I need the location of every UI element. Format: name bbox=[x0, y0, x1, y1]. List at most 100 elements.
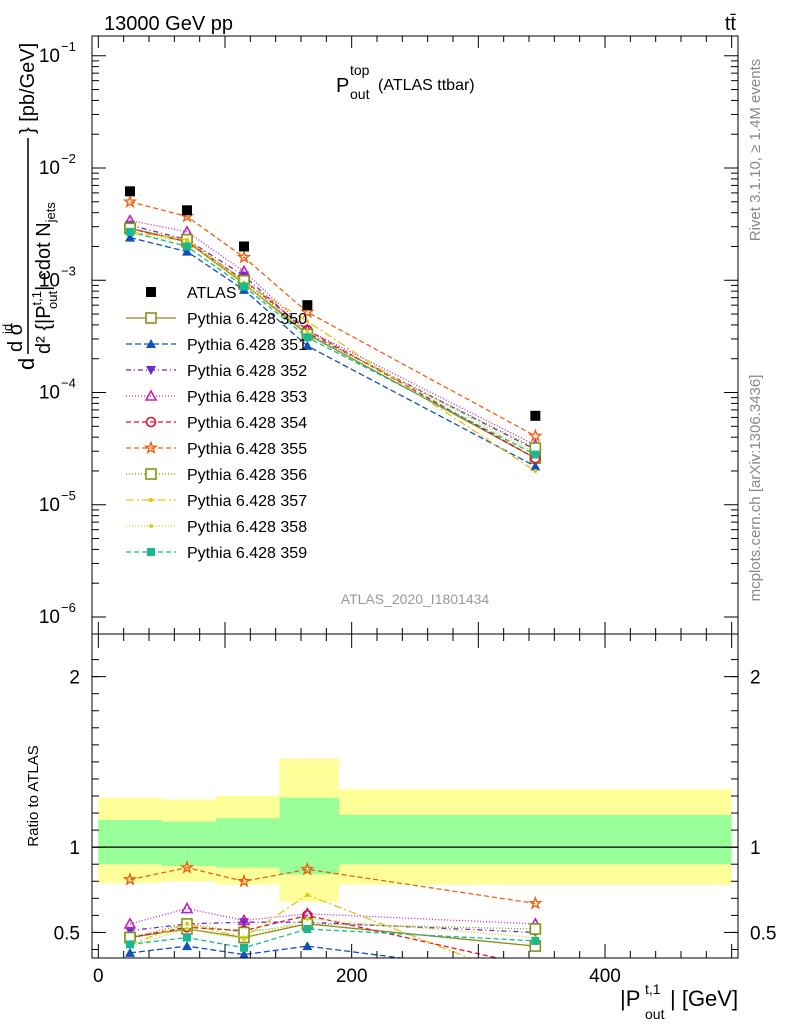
series-point bbox=[303, 333, 312, 342]
main-plot-content bbox=[122, 186, 543, 473]
legend-label-atlas: ATLAS bbox=[187, 285, 237, 302]
ratio-point bbox=[531, 936, 540, 945]
ratio-series-line bbox=[129, 907, 536, 925]
ratio-point bbox=[185, 927, 189, 932]
ratio-point bbox=[183, 933, 191, 942]
rivet-version-label: Rivet 3.1.10, ≥ 1.4M events bbox=[747, 59, 764, 242]
main-y-tick-label: 10 bbox=[39, 383, 60, 404]
ratio-point bbox=[237, 913, 251, 926]
ratio-point bbox=[302, 941, 313, 951]
legend-marker bbox=[146, 339, 156, 348]
legend-label: Pythia 6.428 358 bbox=[187, 519, 307, 536]
ratio-y-tick-label: 0.5 bbox=[54, 923, 80, 944]
series-point bbox=[236, 249, 252, 264]
header-process-label: tt̄ bbox=[725, 13, 737, 35]
plot-title-subscript: out bbox=[350, 86, 370, 102]
legend-marker bbox=[145, 312, 157, 324]
ratio-point bbox=[179, 859, 195, 874]
uncertainty-band-inner bbox=[279, 797, 339, 875]
ratio-point bbox=[240, 943, 248, 952]
legend-marker bbox=[145, 416, 157, 428]
ratio-series-line bbox=[129, 866, 536, 905]
data-point bbox=[239, 241, 249, 252]
ratio-series-line bbox=[129, 945, 407, 958]
main-y-tick-label: 10 bbox=[39, 495, 60, 516]
data-point bbox=[302, 300, 313, 311]
ratio-y-axis-label: Ratio to ATLAS bbox=[25, 745, 42, 846]
main-y-tick-label: 10 bbox=[39, 270, 60, 291]
series-point bbox=[122, 194, 138, 208]
main-y-tick-exponent: −2 bbox=[61, 151, 76, 166]
legend-label: Pythia 6.428 357 bbox=[187, 493, 307, 510]
data-point bbox=[530, 410, 541, 421]
series-point bbox=[125, 232, 135, 242]
legend-label: Pythia 6.428 350 bbox=[187, 311, 307, 328]
main-y-tick-exponent: −6 bbox=[61, 600, 76, 615]
legend-label: Pythia 6.428 355 bbox=[187, 441, 307, 458]
legend-marker bbox=[147, 548, 155, 556]
plot-title: P bbox=[336, 75, 349, 97]
main-y-tick-label: 10 bbox=[39, 158, 60, 179]
ratio-y-tick-label: 1 bbox=[69, 838, 80, 859]
ratio-point bbox=[236, 873, 252, 888]
uncertainty-band-inner bbox=[339, 814, 732, 865]
plot-title-superscript: top bbox=[350, 62, 370, 78]
main-y-axis-label: d d σ id d² {|Pt,1out| cdot Njets } [pb/… bbox=[0, 43, 60, 370]
series-point bbox=[300, 304, 315, 319]
ratio-point bbox=[239, 949, 249, 958]
ratio-y-tick-label-right: 2 bbox=[750, 668, 761, 689]
ratio-point bbox=[533, 982, 537, 986]
ratio-axes: 0.5 0.5 1 1 2 2 0 200 400 bbox=[54, 634, 776, 987]
x-tick-label: 400 bbox=[589, 966, 621, 987]
series-point bbox=[533, 468, 538, 473]
ratio-plot-panel: 0.5 0.51 12 20 200 400 Ratio to ATLAS |P t,1 … bbox=[25, 633, 776, 1022]
y-label-numerator-sup: id bbox=[0, 324, 15, 334]
ratio-point bbox=[180, 901, 194, 914]
main-y-tick-exponent: −5 bbox=[61, 488, 76, 503]
legend-marker bbox=[149, 498, 153, 502]
x-axis-label-subscript: out bbox=[645, 1006, 665, 1022]
ratio-point bbox=[300, 861, 315, 876]
ratio-point bbox=[185, 921, 189, 926]
ratio-point bbox=[125, 926, 135, 936]
data-point bbox=[182, 205, 192, 216]
x-axis-label-suffix: | [GeV] bbox=[670, 986, 738, 1011]
ratio-point bbox=[305, 916, 310, 921]
uncertainty-band-inner bbox=[161, 821, 217, 866]
ratio-series-group bbox=[122, 859, 543, 986]
plot-title-main: P bbox=[336, 75, 349, 97]
ratio-point bbox=[125, 947, 135, 957]
series-point bbox=[305, 329, 310, 334]
legend-label: Pythia 6.428 351 bbox=[187, 337, 307, 354]
series-point bbox=[302, 340, 313, 350]
analysis-watermark: ATLAS_2020_I1801434 bbox=[341, 591, 490, 607]
legend-label: Pythia 6.428 356 bbox=[187, 467, 307, 484]
legend-label: Pythia 6.428 353 bbox=[187, 389, 307, 406]
ratio-point bbox=[242, 937, 246, 942]
x-tick-label: 0 bbox=[93, 966, 104, 987]
main-y-tick-label: 10 bbox=[39, 46, 60, 67]
main-y-tick-exponent: −4 bbox=[61, 376, 76, 391]
legend-label: Pythia 6.428 352 bbox=[187, 363, 307, 380]
series-point bbox=[305, 319, 310, 324]
legend-marker bbox=[144, 389, 158, 401]
ratio-point bbox=[531, 962, 540, 971]
plot-title-suffix: (ATLAS ttbar) bbox=[378, 77, 475, 94]
uncertainty-band-inner bbox=[98, 819, 162, 865]
series-point bbox=[530, 461, 541, 471]
ratio-point bbox=[530, 970, 540, 979]
x-tick-label: 200 bbox=[336, 966, 368, 987]
x-axis-label-superscript: t,1 bbox=[645, 981, 661, 997]
legend-marker bbox=[149, 524, 153, 528]
ratio-point bbox=[126, 940, 134, 949]
mcplots-url-label: mcplots.cern.ch [arXiv:1306.3436] bbox=[747, 375, 764, 602]
series-point bbox=[240, 282, 248, 291]
ratio-series-line bbox=[129, 923, 536, 939]
ratio-plot-content bbox=[92, 758, 738, 986]
x-axis-label-main: |P bbox=[620, 986, 640, 1011]
legend-marker bbox=[145, 468, 157, 480]
ratio-y-tick-label-right: 0.5 bbox=[750, 923, 776, 944]
ratio-y-tick-label: 2 bbox=[69, 668, 80, 689]
ratio-point bbox=[182, 941, 192, 951]
main-y-axis: 10−610−510−410−310−210−1 bbox=[39, 36, 738, 634]
